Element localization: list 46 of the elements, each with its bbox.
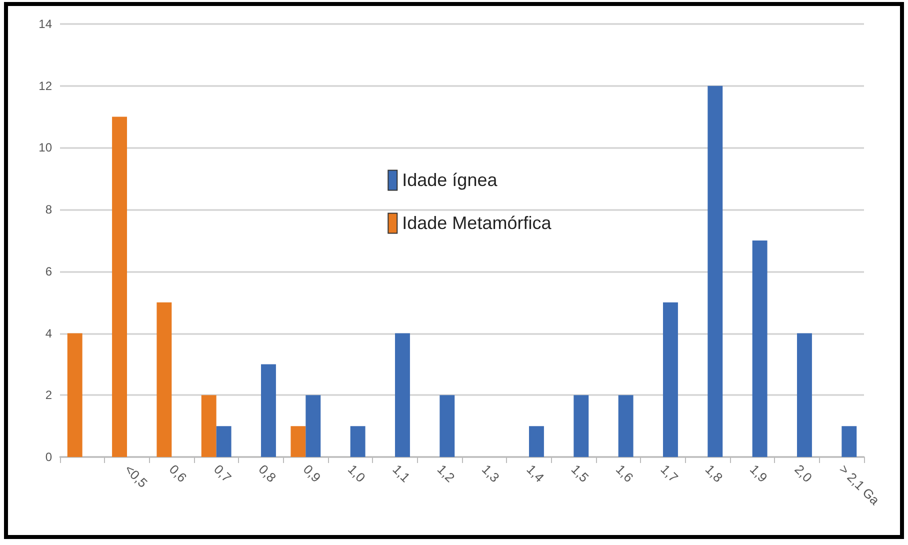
bar xyxy=(529,426,544,457)
x-tick-label: 1,2 xyxy=(434,462,458,486)
y-tick-label: 14 xyxy=(38,17,52,31)
bar xyxy=(306,395,321,457)
bar xyxy=(708,86,723,457)
bar xyxy=(618,395,634,457)
legend-label: Idade Metamórfica xyxy=(402,213,552,234)
x-tick-label: > 2,1 Ga xyxy=(836,462,883,508)
bar xyxy=(797,333,812,457)
bar xyxy=(112,116,127,457)
x-tick-label: 2,0 xyxy=(792,462,816,486)
y-tick-label: 0 xyxy=(45,450,52,464)
y-tick-label: 10 xyxy=(38,140,52,155)
bar xyxy=(663,302,678,457)
bar xyxy=(216,426,232,457)
y-tick-label: 2 xyxy=(45,388,52,402)
bar xyxy=(290,426,306,457)
y-tick-label: 4 xyxy=(45,326,52,340)
bar xyxy=(67,333,82,457)
bar xyxy=(261,364,276,457)
bar xyxy=(156,302,172,457)
x-tick-label: 1,1 xyxy=(390,462,414,486)
y-tick-label: 8 xyxy=(45,202,52,217)
bar xyxy=(350,426,366,457)
x-tick-label: 1,6 xyxy=(613,462,636,486)
x-tick-label: 1,7 xyxy=(658,462,682,486)
bar xyxy=(395,333,410,457)
bar xyxy=(440,395,455,457)
x-tick-label: 1,0 xyxy=(345,462,368,486)
y-tick-label: 12 xyxy=(38,78,52,93)
bar xyxy=(842,426,857,457)
x-tick-label: 0,7 xyxy=(211,462,234,486)
bar xyxy=(574,395,589,457)
bar xyxy=(201,395,216,457)
x-tick-label: 1,5 xyxy=(568,462,592,486)
bar xyxy=(752,240,768,457)
x-tick-label: 1,4 xyxy=(524,462,548,486)
x-tick-label: 1,8 xyxy=(702,462,726,486)
x-tick-label: 1,9 xyxy=(747,462,770,486)
x-tick-label: 0,6 xyxy=(166,462,190,486)
x-tick-label: 0,9 xyxy=(300,462,324,486)
x-tick-label: 1,3 xyxy=(479,462,502,486)
x-tick-label: 0,8 xyxy=(256,462,280,486)
x-tick-label: <0,5 xyxy=(122,462,150,490)
legend-label: Idade ígnea xyxy=(402,170,498,190)
y-tick-label: 6 xyxy=(45,264,52,278)
